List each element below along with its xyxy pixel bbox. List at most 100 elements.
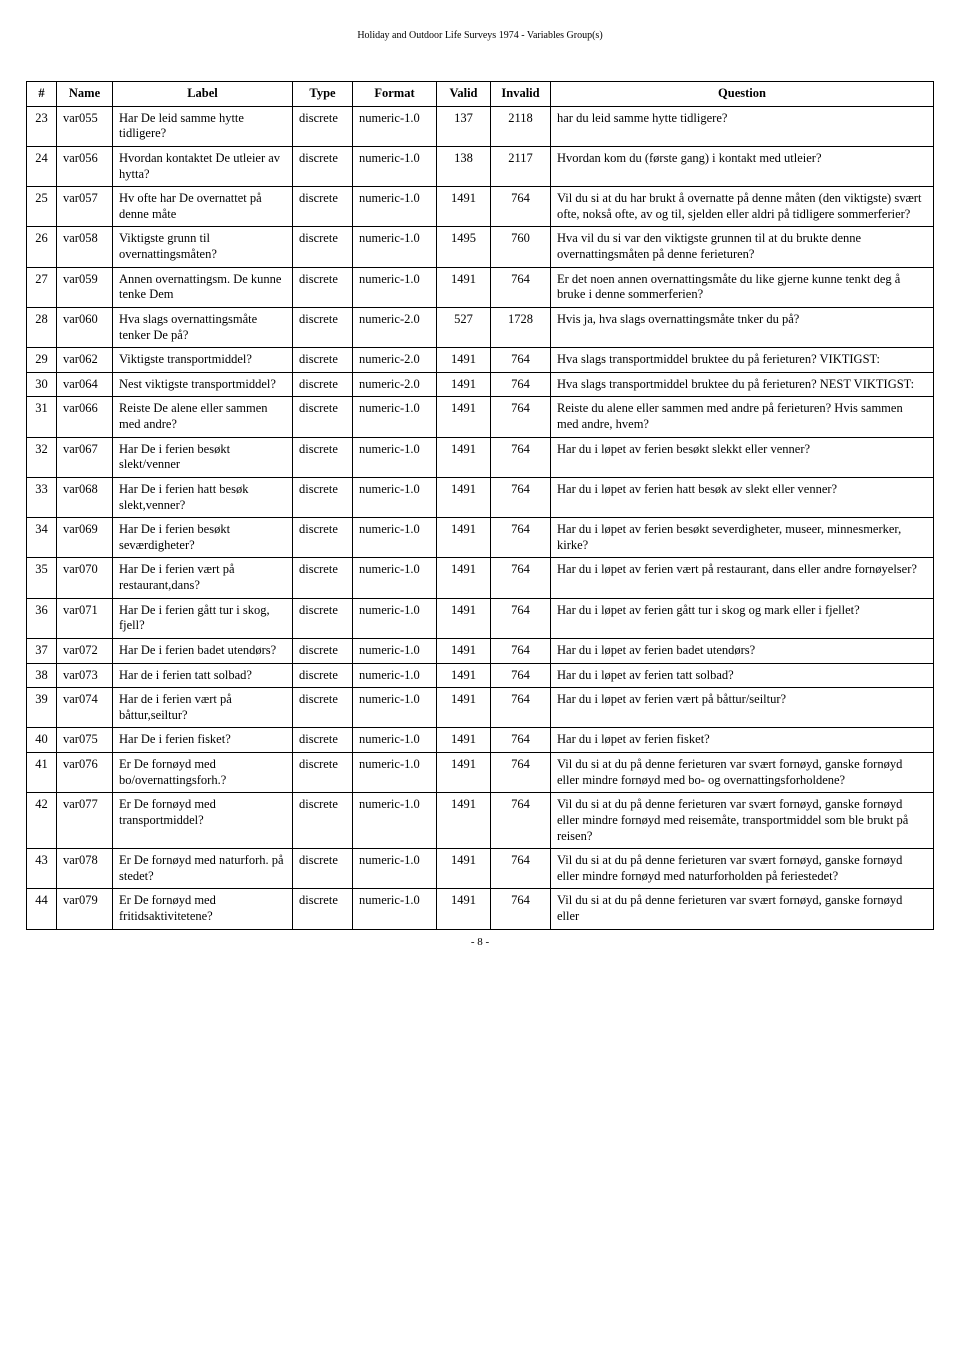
cell-valid: 1491 [437,753,491,793]
cell-name: var070 [57,558,113,598]
header-type: Type [293,82,353,107]
cell-type: discrete [293,437,353,477]
cell-num: 42 [27,793,57,849]
cell-valid: 1491 [437,372,491,397]
header-question: Question [551,82,934,107]
cell-valid: 138 [437,146,491,186]
cell-invalid: 764 [491,372,551,397]
cell-type: discrete [293,793,353,849]
cell-format: numeric-1.0 [353,187,437,227]
cell-valid: 1491 [437,518,491,558]
table-row: 36var071Har De i ferien gått tur i skog,… [27,598,934,638]
cell-question: Hvordan kom du (første gang) i kontakt m… [551,146,934,186]
cell-question: Har du i løpet av ferien badet utendørs? [551,638,934,663]
cell-type: discrete [293,558,353,598]
table-row: 26var058Viktigste grunn til overnattings… [27,227,934,267]
cell-format: numeric-1.0 [353,753,437,793]
cell-label: Har De i ferien besøkt slekt/venner [113,437,293,477]
cell-name: var068 [57,477,113,517]
cell-format: numeric-1.0 [353,728,437,753]
cell-name: var059 [57,267,113,307]
cell-name: var073 [57,663,113,688]
cell-name: var074 [57,688,113,728]
cell-question: Er det noen annen overnattingsmåte du li… [551,267,934,307]
table-row: 38var073Har de i ferien tatt solbad?disc… [27,663,934,688]
cell-num: 23 [27,106,57,146]
cell-question: har du leid samme hytte tidligere? [551,106,934,146]
cell-format: numeric-1.0 [353,106,437,146]
cell-question: Har du i løpet av ferien fisket? [551,728,934,753]
header-invalid: Invalid [491,82,551,107]
cell-num: 24 [27,146,57,186]
cell-label: Har De i ferien vært på restaurant,dans? [113,558,293,598]
cell-label: Har De i ferien gått tur i skog, fjell? [113,598,293,638]
cell-name: var078 [57,849,113,889]
cell-invalid: 764 [491,187,551,227]
cell-name: var058 [57,227,113,267]
cell-question: Har du i løpet av ferien tatt solbad? [551,663,934,688]
cell-valid: 1491 [437,598,491,638]
table-row: 35var070Har De i ferien vært på restaura… [27,558,934,598]
cell-num: 37 [27,638,57,663]
cell-num: 44 [27,889,57,929]
cell-num: 43 [27,849,57,889]
cell-invalid: 764 [491,598,551,638]
cell-num: 29 [27,348,57,373]
cell-question: Vil du si at du har brukt å overnatte på… [551,187,934,227]
cell-label: Har De i ferien besøkt seværdigheter? [113,518,293,558]
cell-valid: 1491 [437,728,491,753]
cell-question: Har du i løpet av ferien vært på båttur/… [551,688,934,728]
cell-format: numeric-1.0 [353,688,437,728]
cell-label: Hva slags overnattingsmåte tenker De på? [113,307,293,347]
cell-label: Hvordan kontaktet De utleier av hytta? [113,146,293,186]
cell-format: numeric-1.0 [353,558,437,598]
cell-format: numeric-1.0 [353,849,437,889]
table-row: 44var079Er De fornøyd med fritidsaktivit… [27,889,934,929]
cell-num: 36 [27,598,57,638]
cell-question: Hva slags transportmiddel bruktee du på … [551,348,934,373]
cell-label: Har De i ferien badet utendørs? [113,638,293,663]
cell-question: Hvis ja, hva slags overnattingsmåte tnke… [551,307,934,347]
table-row: 24var056Hvordan kontaktet De utleier av … [27,146,934,186]
cell-label: Har De i ferien fisket? [113,728,293,753]
cell-name: var056 [57,146,113,186]
cell-format: numeric-1.0 [353,889,437,929]
cell-name: var062 [57,348,113,373]
cell-format: numeric-2.0 [353,372,437,397]
cell-question: Har du i løpet av ferien besøkt slekkt e… [551,437,934,477]
cell-invalid: 764 [491,728,551,753]
cell-num: 31 [27,397,57,437]
table-row: 29var062Viktigste transportmiddel?discre… [27,348,934,373]
table-row: 31var066Reiste De alene eller sammen med… [27,397,934,437]
cell-label: Har de i ferien tatt solbad? [113,663,293,688]
cell-label: Har De leid samme hytte tidligere? [113,106,293,146]
header-num: # [27,82,57,107]
cell-type: discrete [293,753,353,793]
cell-valid: 1491 [437,558,491,598]
cell-invalid: 2118 [491,106,551,146]
cell-type: discrete [293,187,353,227]
cell-label: Annen overnattingsm. De kunne tenke Dem [113,267,293,307]
cell-question: Har du i løpet av ferien gått tur i skog… [551,598,934,638]
cell-format: numeric-2.0 [353,307,437,347]
cell-invalid: 764 [491,688,551,728]
cell-format: numeric-1.0 [353,146,437,186]
cell-type: discrete [293,663,353,688]
cell-format: numeric-1.0 [353,397,437,437]
table-row: 32var067Har De i ferien besøkt slekt/ven… [27,437,934,477]
cell-num: 27 [27,267,57,307]
cell-invalid: 764 [491,348,551,373]
cell-invalid: 764 [491,889,551,929]
cell-question: Hva slags transportmiddel bruktee du på … [551,372,934,397]
cell-format: numeric-1.0 [353,793,437,849]
cell-invalid: 764 [491,638,551,663]
cell-invalid: 764 [491,477,551,517]
table-row: 41var076Er De fornøyd med bo/overnatting… [27,753,934,793]
header-format: Format [353,82,437,107]
header-name: Name [57,82,113,107]
cell-question: Reiste du alene eller sammen med andre p… [551,397,934,437]
cell-invalid: 1728 [491,307,551,347]
cell-name: var077 [57,793,113,849]
cell-invalid: 764 [491,267,551,307]
cell-format: numeric-1.0 [353,663,437,688]
